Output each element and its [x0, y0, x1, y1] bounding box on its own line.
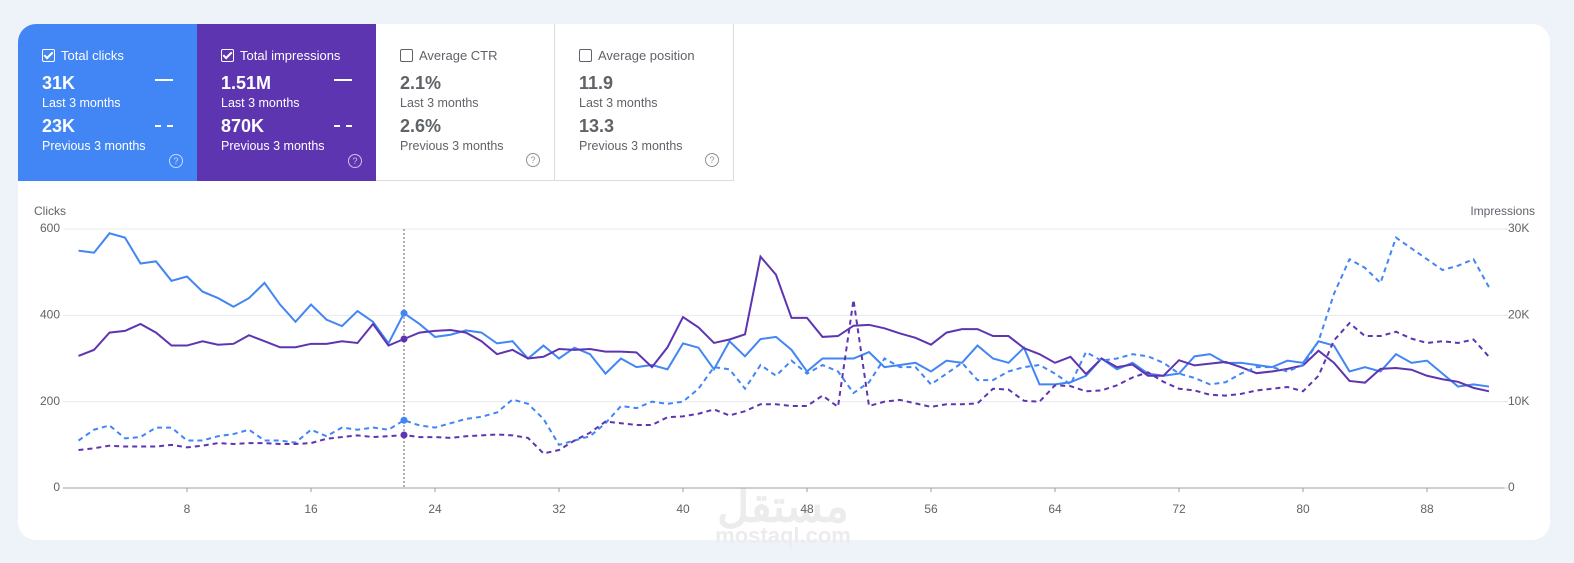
x-tick-label: 32 — [552, 502, 566, 516]
metric-tile[interactable]: Average position 11.9 Last 3 months 13.3 Pre… — [555, 24, 734, 181]
y2-tick-label: 0 — [1508, 480, 1515, 494]
x-tick-label: 40 — [676, 502, 690, 516]
checkbox[interactable] — [42, 49, 55, 62]
x-tick-label: 8 — [184, 502, 191, 516]
tile-label: Total clicks — [61, 48, 124, 63]
y-tick-label: 400 — [40, 308, 60, 322]
hover-point — [400, 309, 408, 317]
current-value: 11.9 — [579, 73, 614, 93]
y-axis-label: Clicks — [34, 204, 66, 218]
tile-label: Total impressions — [240, 48, 341, 63]
previous-period: Previous 3 months — [42, 139, 146, 153]
legend-dashed — [334, 125, 352, 127]
current-period: Last 3 months — [400, 96, 479, 110]
help-icon[interactable]: ? — [526, 153, 540, 167]
previous-period: Previous 3 months — [221, 139, 325, 153]
help-icon[interactable]: ? — [169, 154, 183, 168]
performance-card: Total clicks 31K Last 3 months 23K Previous … — [18, 24, 1550, 540]
y2-tick-label: 20K — [1508, 308, 1529, 322]
tile-header: Total clicks — [42, 48, 197, 63]
previous-period: Previous 3 months — [400, 139, 504, 153]
y-tick-label: 0 — [53, 480, 60, 494]
x-tick-label: 64 — [1048, 502, 1062, 516]
x-tick-label: 88 — [1420, 502, 1434, 516]
hover-point — [400, 335, 408, 343]
x-tick-label: 80 — [1296, 502, 1310, 516]
x-tick-label: 24 — [428, 502, 442, 516]
current-value: 1.51M — [221, 73, 272, 93]
series-line — [78, 232, 1490, 388]
previous-value: 870K — [221, 116, 265, 136]
tile-label: Average position — [598, 48, 695, 63]
current-value: 31K — [42, 73, 76, 93]
checkbox[interactable] — [221, 49, 234, 62]
x-tick-label: 72 — [1172, 502, 1186, 516]
checkbox[interactable] — [400, 49, 413, 62]
hover-point — [400, 431, 408, 439]
legend-solid — [155, 79, 173, 81]
current-value: 2.1% — [400, 73, 442, 93]
x-tick-label: 16 — [304, 502, 318, 516]
series-line — [77, 236, 1490, 447]
help-icon[interactable]: ? — [348, 154, 362, 168]
watermark: mostaql.com — [715, 523, 851, 548]
series-line — [78, 254, 1490, 393]
current-period: Last 3 months — [221, 96, 300, 110]
y-tick-label: 600 — [40, 221, 60, 235]
y2-tick-label: 10K — [1508, 394, 1529, 408]
previous-value: 23K — [42, 116, 76, 136]
y-tick-label: 200 — [40, 394, 60, 408]
tile-header: Average CTR — [400, 48, 554, 63]
previous-value: 13.3 — [579, 116, 615, 136]
y2-tick-label: 30K — [1508, 221, 1529, 235]
tile-header: Average position — [579, 48, 733, 63]
x-tick-label: 56 — [924, 502, 938, 516]
metric-tile[interactable]: Total clicks 31K Last 3 months 23K Previous … — [18, 24, 197, 181]
x-tick-label: 48 — [800, 502, 814, 516]
metric-tile[interactable]: Average CTR 2.1% Last 3 months 2.6% Previous… — [376, 24, 555, 181]
help-icon[interactable]: ? — [705, 153, 719, 167]
checkbox[interactable] — [579, 49, 592, 62]
legend-solid — [334, 79, 352, 81]
current-period: Last 3 months — [579, 96, 658, 110]
previous-value: 2.6% — [400, 116, 442, 136]
previous-period: Previous 3 months — [579, 139, 683, 153]
y2-axis-label: Impressions — [1470, 204, 1535, 218]
hover-point — [400, 416, 408, 424]
tile-label: Average CTR — [419, 48, 498, 63]
watermark: مستقل — [717, 483, 849, 532]
legend-dashed — [155, 125, 173, 127]
current-period: Last 3 months — [42, 96, 121, 110]
series-line — [78, 299, 1490, 455]
tile-header: Total impressions — [221, 48, 376, 63]
metric-tile[interactable]: Total impressions 1.51M Last 3 months 870K P… — [197, 24, 376, 181]
